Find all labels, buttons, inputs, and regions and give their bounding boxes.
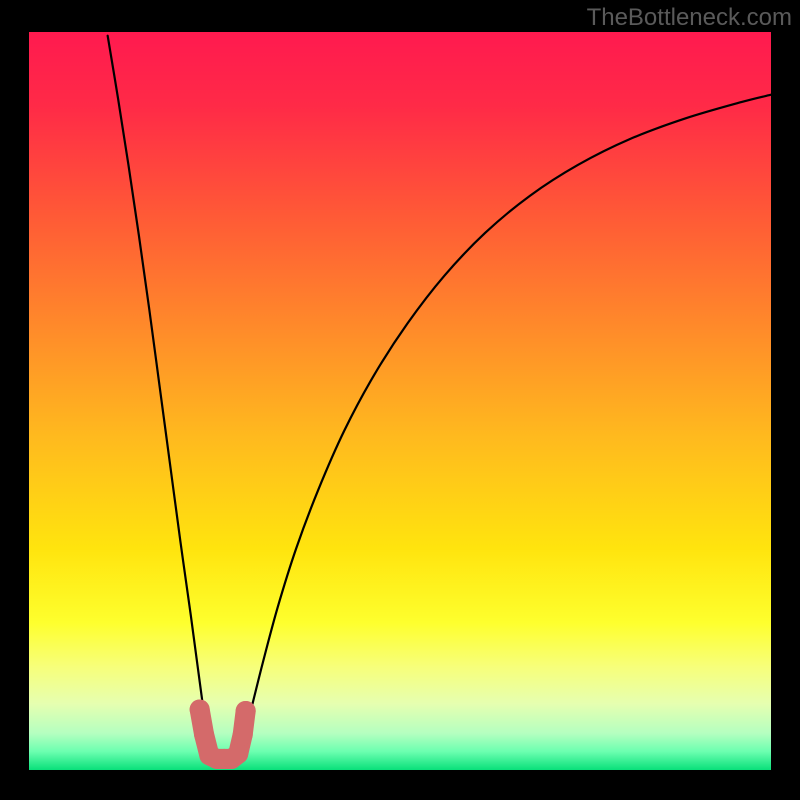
chart-frame: TheBottleneck.com	[0, 0, 800, 800]
plot-background	[29, 32, 771, 770]
marker-dot	[194, 725, 214, 745]
marker-dot	[236, 701, 256, 721]
marker-dot	[233, 725, 253, 745]
marker-dot	[228, 744, 248, 764]
watermark-text: TheBottleneck.com	[587, 4, 792, 32]
marker-dot	[190, 699, 210, 719]
bottleneck-chart	[0, 0, 800, 800]
